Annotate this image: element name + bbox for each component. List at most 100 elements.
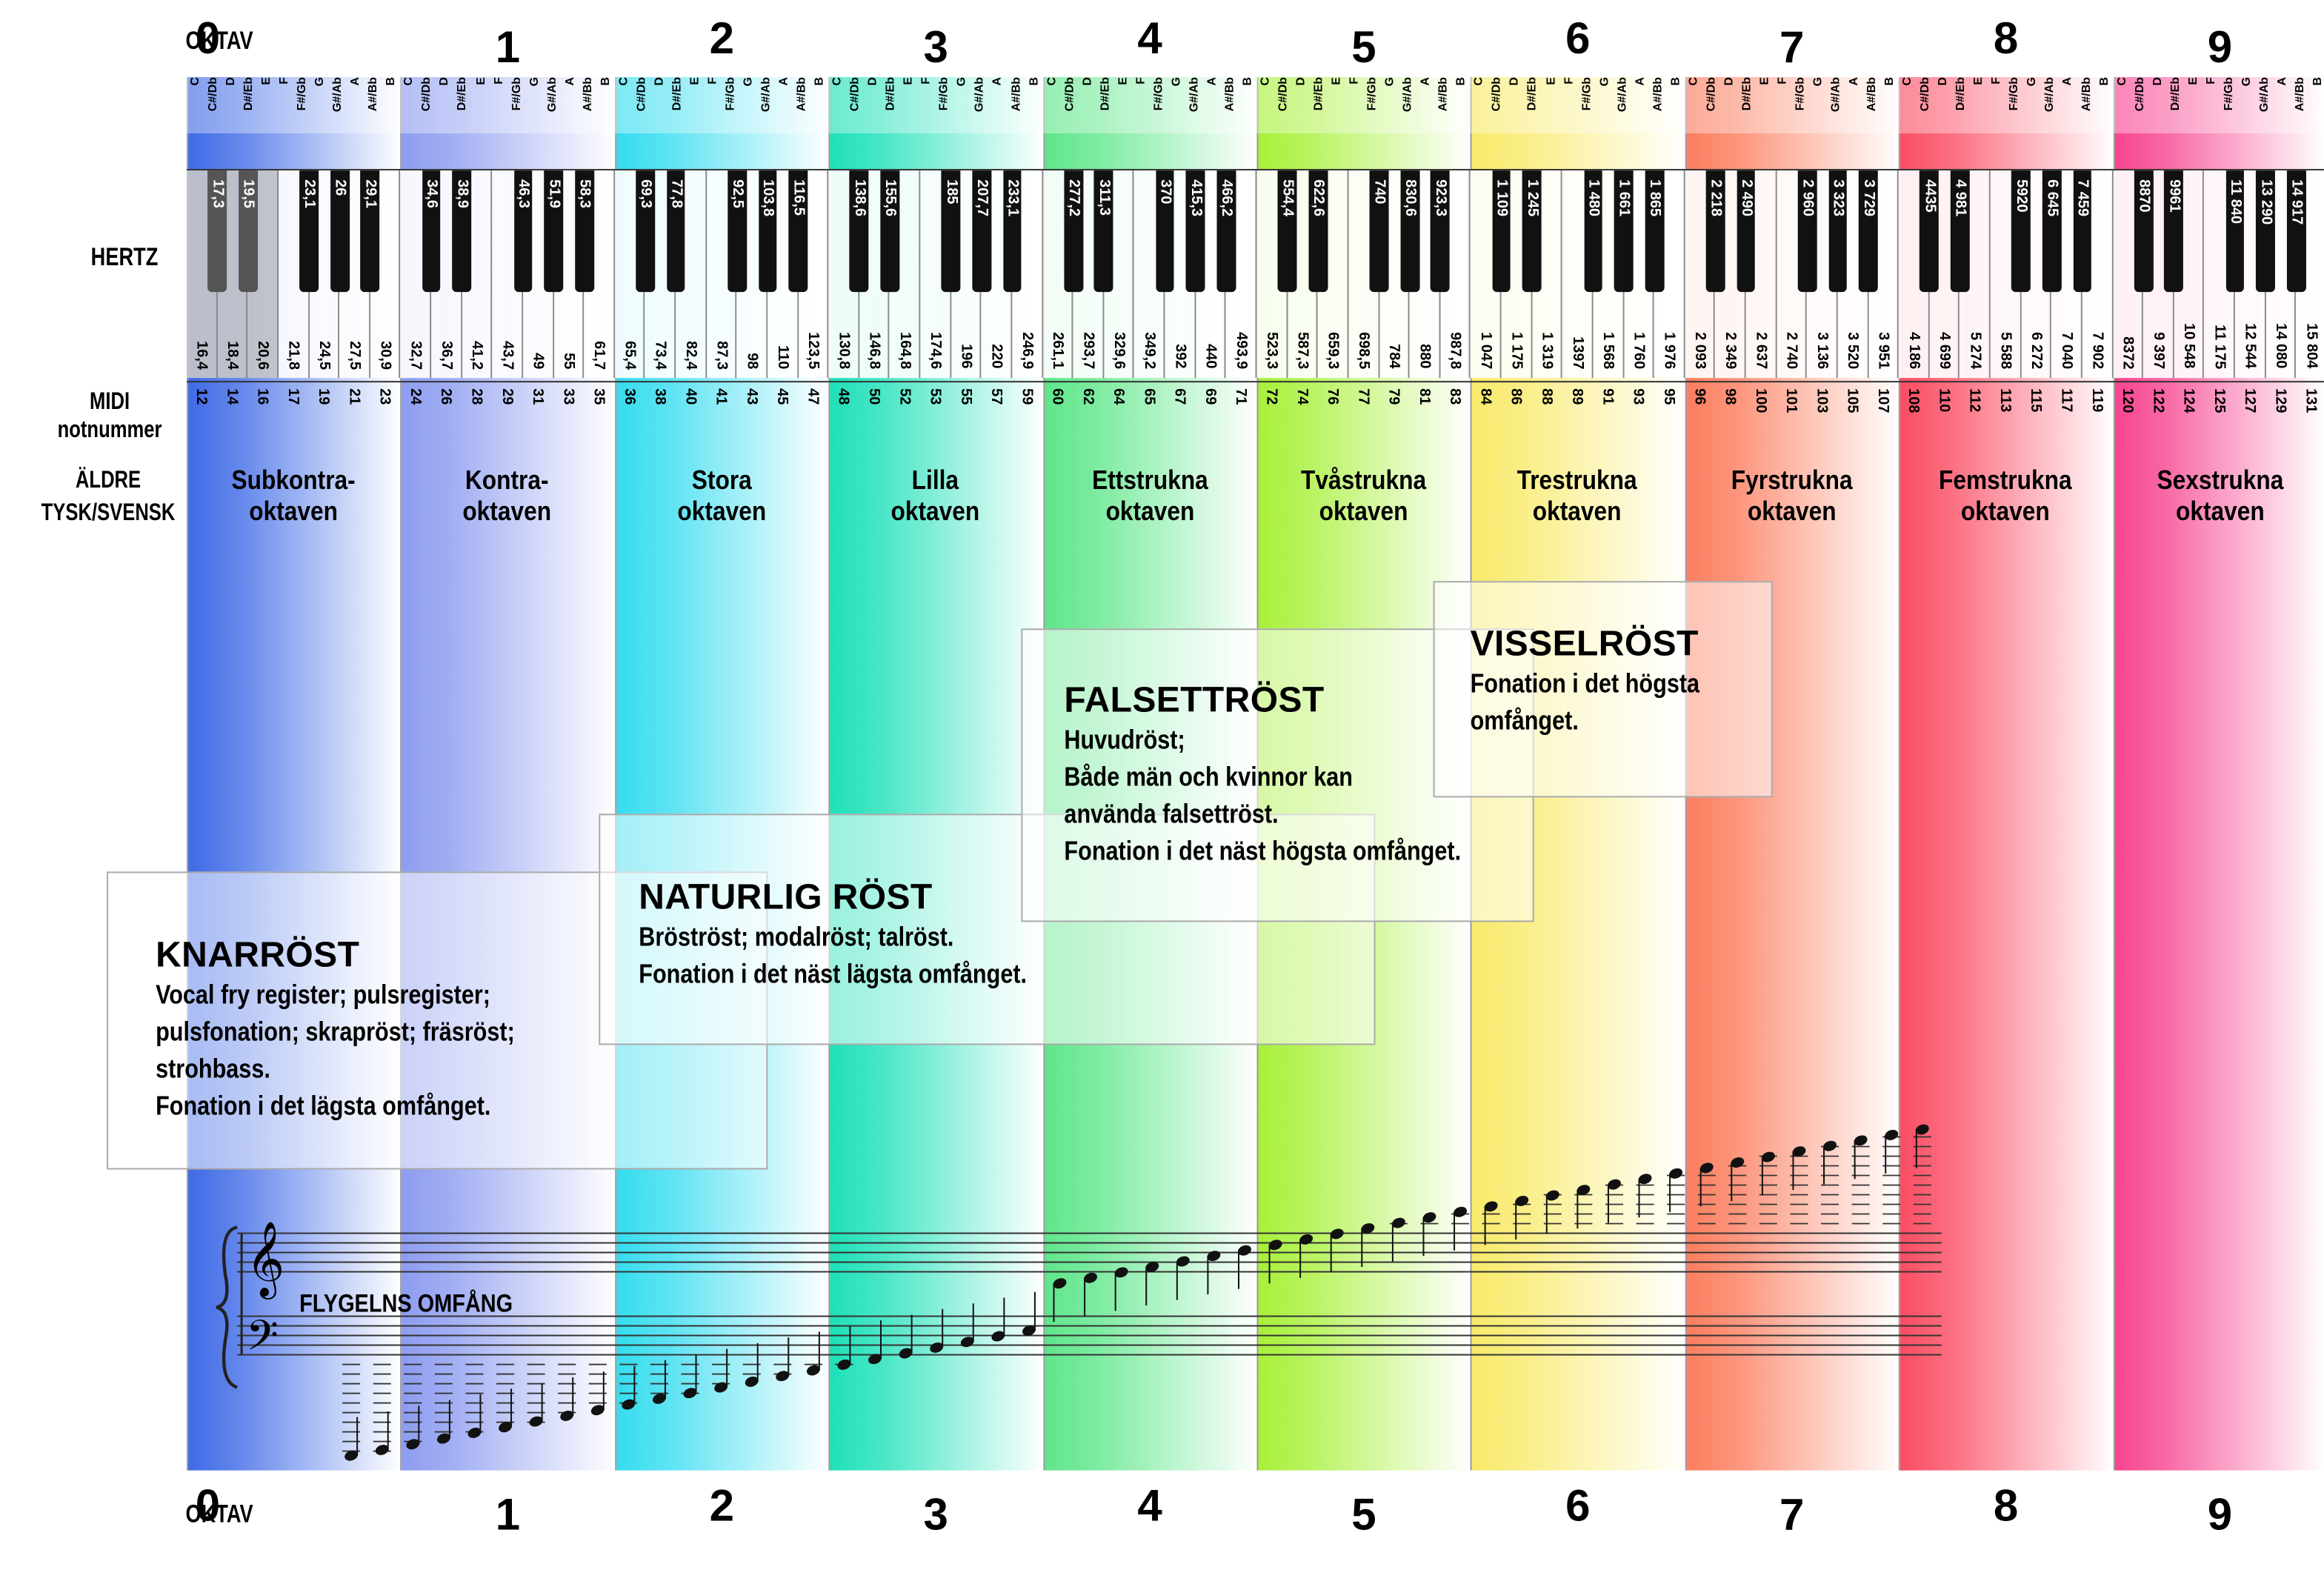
note-names-octave: C C#/Db D D#/Eb E F F#/Gb G G#/Ab A A#/Bb B (2113, 77, 2324, 134)
note-names-octave: C C#/Db D D#/Eb E F F#/Gb G G#/Ab A A#/Bb B (1256, 77, 1471, 134)
white-key-hertz: 11 175 (2211, 325, 2228, 370)
octave-number-bottom: 1 (495, 1491, 521, 1540)
midi-number: 103 (1813, 388, 1830, 413)
note-names-octave: C C#/Db D D#/Eb E F F#/Gb G G#/Ab A A#/Bb B (187, 77, 401, 134)
black-key: 29,1 (360, 170, 380, 293)
octave-number-top: 2 (709, 15, 734, 64)
black-key-hertz: 311,3 (1096, 179, 1113, 216)
black-key: 3 323 (1828, 170, 1848, 293)
midi-number: 95 (1659, 388, 1677, 405)
midi-number: 24 (406, 388, 423, 405)
midi-number: 55 (956, 388, 973, 405)
midi-number: 38 (651, 388, 668, 405)
white-key-hertz: 82,4 (682, 340, 699, 370)
midi-number: 86 (1507, 388, 1524, 405)
midi-label-line1: MIDI (90, 390, 130, 416)
note-head-icon (344, 1450, 359, 1461)
midi-number: 127 (2241, 388, 2258, 413)
older-names-label: ÄLDRE TYSK/SVENSK (39, 465, 179, 530)
octave-name: Sexstrukna oktaven (2156, 465, 2283, 527)
midi-label: MIDI notnummer (48, 388, 171, 445)
white-key-hertz: 1 319 (1538, 332, 1555, 370)
black-key: 38,9 (452, 170, 472, 293)
midi-number: 112 (1965, 388, 1982, 413)
keyboard-octave: 130,8 146,8 164,8 174,6 196 220 246,9 138,6 155,… (828, 169, 1043, 383)
black-key-hertz: 2 490 (1737, 179, 1754, 217)
midi-number: 26 (437, 388, 454, 405)
white-key-hertz: 1 175 (1508, 332, 1525, 370)
older-names-label-line1: ÄLDRE (75, 468, 141, 494)
black-key-hertz: 23,1 (301, 179, 318, 209)
register-line: Fonation i det lägsta omfånget. (156, 1091, 491, 1121)
black-key: 830,6 (1400, 170, 1419, 293)
white-key-hertz: 659,3 (1324, 332, 1341, 370)
black-key: 554,4 (1277, 170, 1297, 293)
white-key-hertz: 41,2 (468, 340, 485, 370)
midi-number: 117 (2057, 388, 2074, 413)
note-head-icon (1022, 1325, 1036, 1336)
note-head-icon (806, 1365, 820, 1376)
white-key-hertz: 349,2 (1141, 332, 1158, 370)
octave-name: Fyrstrukna oktaven (1731, 465, 1853, 527)
note-names-octave: C C#/Db D D#/Eb E F F#/Gb G G#/Ab A A#/Bb B (828, 77, 1043, 134)
white-key-hertz: 27,5 (346, 340, 363, 370)
keyboard-octave: 1 047 1 175 1 319 1397 1 568 1 760 1 976 1 109 1… (1471, 169, 1685, 383)
register-line: pulsfonation; skrapröst; fräsröst; (156, 1017, 515, 1047)
white-key-hertz: 5 588 (1997, 332, 2014, 370)
white-key-hertz: 3 951 (1874, 332, 1891, 370)
black-key: 69,3 (636, 170, 655, 293)
black-key: 138,6 (850, 170, 869, 293)
note-head-icon (1361, 1223, 1375, 1234)
black-key-hertz: 19,5 (239, 179, 256, 209)
white-key-hertz: 3 520 (1844, 332, 1861, 370)
midi-number: 52 (896, 388, 913, 405)
white-key: 523,3 (1256, 170, 1288, 379)
white-key-hertz: 9 397 (2149, 332, 2166, 370)
note-head-icon (1330, 1228, 1344, 1240)
octave-name: Subkontra- oktaven (231, 465, 356, 527)
black-key-hertz: 34,6 (423, 179, 440, 209)
midi-number: 101 (1782, 388, 1799, 413)
white-key-hertz: 87,3 (713, 340, 730, 370)
black-key-hertz: 26 (331, 179, 348, 196)
black-key-hertz: 622,6 (1310, 179, 1327, 217)
register-box-naturlig: NATURLIG RÖST Bröströst; modalröst; talr… (599, 814, 1376, 1045)
white-key-hertz: 55 (559, 352, 576, 370)
midi-number: 115 (2027, 388, 2044, 413)
note-head-icon (714, 1382, 728, 1393)
register-line: använda falsettröst. (1064, 799, 1279, 829)
black-key: 4 981 (1950, 170, 1970, 293)
note-names-octave: C C#/Db D D#/Eb E F F#/Gb G G#/Ab A A#/Bb B (400, 77, 615, 134)
midi-number: 93 (1629, 388, 1646, 405)
black-key: 7 459 (2072, 170, 2092, 293)
brace-icon (216, 1225, 239, 1389)
black-key: 466,2 (1216, 170, 1236, 293)
note-head-icon (991, 1331, 1005, 1342)
white-key-hertz: 261,1 (1049, 332, 1066, 370)
note-head-icon (1454, 1206, 1467, 1217)
midi-number: 119 (2088, 388, 2105, 413)
black-key: 14 917 (2286, 170, 2306, 293)
black-key: 1 865 (1645, 170, 1664, 293)
white-key-hertz: 440 (1202, 344, 1219, 370)
midi-number: 36 (620, 388, 637, 405)
octave-number-top: 3 (923, 24, 948, 73)
octave-name: Lilla oktaven (890, 465, 980, 527)
midi-number: 23 (376, 388, 393, 405)
note-head-icon (837, 1359, 851, 1370)
white-key-hertz: 7 040 (2058, 332, 2075, 370)
black-key-hertz: 554,4 (1279, 179, 1296, 217)
octave-number-bottom: 5 (1351, 1491, 1376, 1540)
midi-number: 14 (223, 388, 240, 405)
register-line: Fonation i det näst lägsta omfånget. (639, 959, 1028, 989)
black-key-hertz: 370 (1156, 179, 1173, 204)
midi-number: 76 (1324, 388, 1341, 405)
black-key-hertz: 7 459 (2074, 179, 2091, 217)
white-key-hertz: 5 274 (1966, 332, 1983, 370)
keyboard-octave: 65,4 73,4 82,4 87,3 98 110 123,5 69,3 77,8 92,5 10… (614, 169, 829, 383)
black-key-hertz: 1 865 (1645, 179, 1662, 217)
white-key-hertz: 392 (1171, 344, 1188, 370)
white-key-hertz: 246,9 (1018, 332, 1035, 370)
black-key-hertz: 116,5 (790, 179, 807, 216)
midi-number: 65 (1140, 388, 1157, 405)
